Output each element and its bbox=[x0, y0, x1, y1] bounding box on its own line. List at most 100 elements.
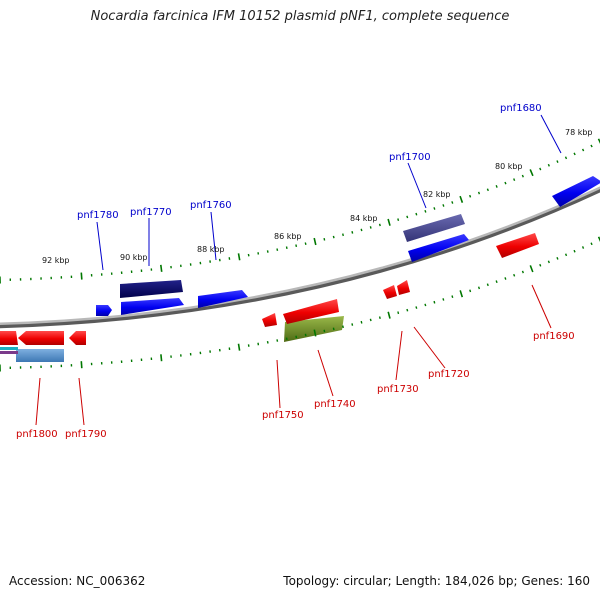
inner-tick bbox=[387, 311, 391, 319]
inner-tick bbox=[378, 316, 381, 319]
gene-label-pnf1760[interactable]: pnf1760 bbox=[190, 200, 232, 211]
gene-label-pnf1750[interactable]: pnf1750 bbox=[262, 410, 304, 421]
gene-label-pnf1800[interactable]: pnf1800 bbox=[16, 429, 58, 440]
gene-label-pnf1770[interactable]: pnf1770 bbox=[130, 207, 172, 218]
inner-tick bbox=[597, 236, 600, 242]
inner-tick bbox=[459, 290, 464, 298]
gene-pnf1750[interactable] bbox=[262, 313, 277, 327]
outer-tick bbox=[304, 242, 307, 245]
inner-tick bbox=[442, 298, 445, 301]
inner-tick bbox=[332, 327, 335, 331]
gene-pnf1780[interactable] bbox=[96, 305, 112, 316]
accession-text: Accession: NC_006362 bbox=[9, 574, 146, 588]
outer-tick bbox=[351, 231, 354, 234]
outer-tick bbox=[469, 194, 472, 198]
topology-summary: Topology: circular; Length: 184,026 bp; … bbox=[283, 574, 590, 588]
kbp-label-90: 90 kbp bbox=[120, 253, 148, 262]
inner-tick bbox=[495, 280, 498, 284]
inner-tick bbox=[521, 270, 524, 274]
outer-tick bbox=[285, 246, 288, 250]
outer-tick bbox=[369, 226, 372, 229]
outer-tick bbox=[504, 181, 507, 185]
gene-pnf1720[interactable] bbox=[397, 280, 410, 295]
gene-label-pnf1790[interactable]: pnf1790 bbox=[65, 429, 107, 440]
forward-gene-labels: pnf1680 pnf1700 pnf1760 pnf1770 pnf1780 bbox=[77, 103, 542, 221]
forward-strand-genes bbox=[96, 176, 600, 316]
inner-tick bbox=[590, 242, 593, 246]
outer-tick bbox=[556, 160, 559, 163]
gene-edge-left[interactable] bbox=[0, 331, 18, 345]
outer-tick bbox=[80, 272, 83, 280]
gene-pnf1730[interactable] bbox=[383, 285, 397, 299]
gene-near-pnf1740[interactable] bbox=[283, 299, 339, 324]
gene-pnf1690[interactable] bbox=[496, 233, 539, 258]
gene-pnf1770[interactable] bbox=[120, 280, 183, 298]
inner-tick bbox=[323, 329, 326, 333]
gene-label-pnf1730[interactable]: pnf1730 bbox=[377, 384, 419, 395]
outer-tick bbox=[547, 163, 550, 167]
outer-tick bbox=[360, 228, 363, 232]
inner-tick bbox=[397, 311, 400, 315]
kbp-label-88: 88 kbp bbox=[197, 245, 225, 254]
gene-label-pnf1780[interactable]: pnf1780 bbox=[77, 210, 119, 221]
outer-tick bbox=[573, 152, 576, 156]
inner-tick bbox=[477, 286, 481, 290]
inner-tick bbox=[581, 246, 585, 249]
outer-tick bbox=[451, 201, 454, 204]
outer-tick bbox=[332, 235, 335, 239]
gene-label-pnf1740[interactable]: pnf1740 bbox=[314, 399, 356, 410]
outer-tick bbox=[590, 144, 593, 148]
kbp-label-78: 78 kbp bbox=[565, 128, 593, 137]
outer-tick bbox=[276, 248, 279, 251]
plasmid-backbone bbox=[0, 186, 600, 325]
inner-tick bbox=[433, 300, 436, 304]
kbp-label-92: 92 kbp bbox=[42, 256, 70, 265]
gene-pnf1760[interactable] bbox=[198, 290, 248, 308]
outer-tick bbox=[564, 156, 568, 160]
outer-tick bbox=[477, 191, 481, 195]
kbp-label-84: 84 kbp bbox=[350, 214, 378, 223]
inner-tick bbox=[556, 256, 559, 260]
reverse-strand-genes bbox=[0, 233, 539, 362]
kbp-labels: 78 kbp 80 kbp 82 kbp 84 kbp 86 kbp 88 kb… bbox=[42, 128, 593, 265]
reverse-gene-labels: pnf1690 pnf1720 pnf1730 pnf1740 pnf1750 … bbox=[16, 331, 575, 440]
outer-tick bbox=[415, 212, 418, 216]
inner-tick bbox=[513, 273, 516, 277]
gene-label-pnf1720[interactable]: pnf1720 bbox=[428, 369, 470, 380]
kbp-label-82: 82 kbp bbox=[423, 190, 451, 199]
gene-steel-blue[interactable] bbox=[16, 349, 64, 362]
outer-tick bbox=[266, 250, 269, 253]
inner-tick bbox=[304, 333, 307, 337]
gene-near-pnf1700[interactable] bbox=[408, 234, 469, 262]
inner-tick bbox=[547, 260, 550, 264]
outer-tick bbox=[581, 148, 585, 152]
inner-tick bbox=[276, 339, 279, 342]
outer-tick bbox=[397, 218, 400, 222]
outer-tick bbox=[521, 174, 524, 178]
outer-tick bbox=[442, 204, 445, 207]
gene-label-pnf1700[interactable]: pnf1700 bbox=[389, 152, 431, 163]
inner-tick bbox=[504, 277, 507, 280]
gene-pnf1700[interactable] bbox=[403, 214, 465, 242]
inner-tick bbox=[351, 323, 354, 326]
reverse-leader-lines bbox=[35, 284, 552, 426]
gene-pnf1740[interactable] bbox=[284, 316, 344, 342]
kbp-label-86: 86 kbp bbox=[274, 232, 302, 241]
inner-tick bbox=[564, 253, 568, 257]
outer-tick bbox=[342, 233, 344, 237]
gene-pnf1800[interactable] bbox=[18, 331, 64, 345]
outer-tick bbox=[237, 253, 241, 261]
inner-tick bbox=[486, 283, 489, 287]
plasmid-backbone-shadow bbox=[0, 186, 600, 329]
inner-tick bbox=[369, 318, 372, 322]
gene-pnf1790[interactable] bbox=[69, 331, 86, 345]
gene-label-pnf1690[interactable]: pnf1690 bbox=[533, 331, 575, 342]
gene-pnf1680[interactable] bbox=[552, 176, 600, 207]
gene-label-pnf1680[interactable]: pnf1680 bbox=[500, 103, 542, 114]
outer-tick bbox=[529, 169, 534, 177]
outer-tick bbox=[433, 207, 436, 210]
outer-tick bbox=[513, 178, 516, 182]
outer-tick bbox=[160, 264, 163, 272]
gene-near-pnf1770[interactable] bbox=[121, 298, 184, 315]
